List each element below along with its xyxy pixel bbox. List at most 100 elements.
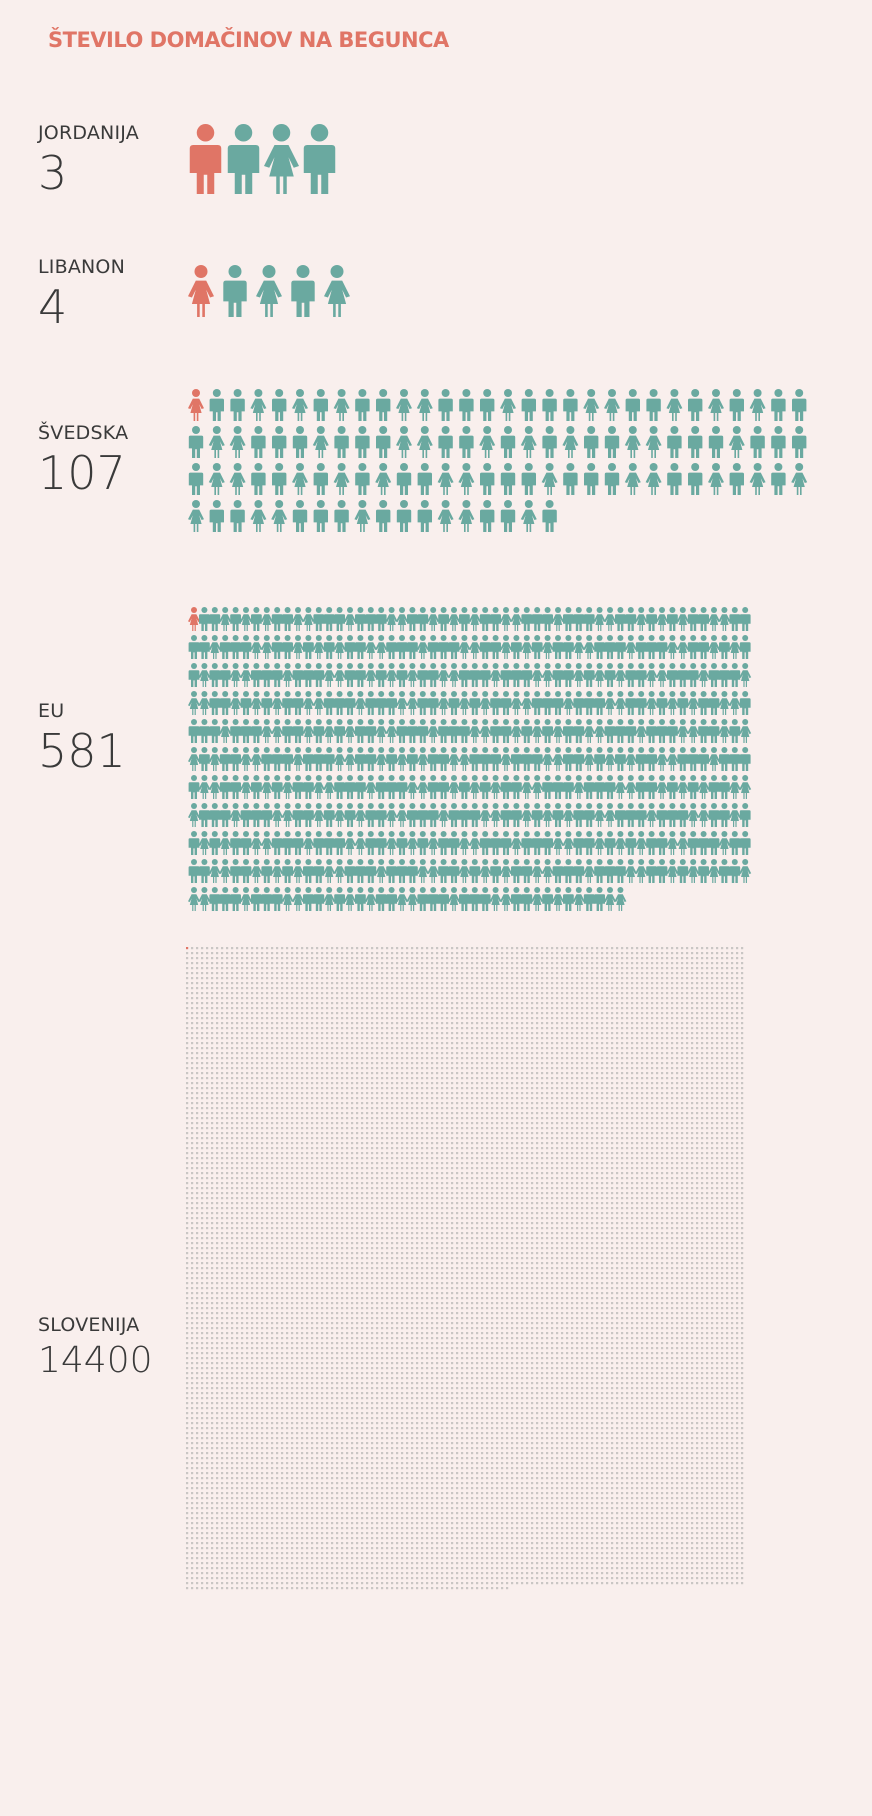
local-dot	[561, 977, 564, 980]
local-dot	[556, 1052, 559, 1055]
local-woman-icon	[427, 859, 440, 883]
local-dot	[426, 957, 429, 960]
local-dot	[341, 1027, 344, 1030]
local-dot	[491, 987, 494, 990]
local-dot	[731, 962, 734, 965]
local-dot	[416, 1127, 419, 1130]
local-man-icon	[240, 719, 252, 743]
local-dot	[471, 1127, 474, 1130]
local-dot	[451, 1007, 454, 1010]
local-dot	[656, 1032, 659, 1035]
local-man-icon	[448, 803, 460, 827]
local-dot	[401, 1007, 404, 1010]
local-dot	[691, 1042, 694, 1045]
local-dot	[631, 1112, 634, 1115]
local-dot	[676, 1012, 679, 1015]
local-dot	[236, 1042, 239, 1045]
local-dot	[601, 947, 604, 950]
local-man-icon	[386, 775, 397, 799]
local-dot	[511, 1092, 514, 1095]
local-woman-icon	[344, 719, 356, 743]
local-dot	[401, 1092, 404, 1095]
local-dot	[666, 1097, 669, 1100]
local-dot	[351, 1022, 354, 1025]
local-dot	[621, 1117, 624, 1120]
local-dot	[381, 1082, 384, 1085]
local-dot	[736, 1072, 739, 1075]
local-dot	[266, 952, 269, 955]
local-dot	[646, 1047, 649, 1050]
local-dot	[226, 1127, 229, 1130]
local-dot	[641, 1012, 644, 1015]
local-man-icon	[344, 663, 356, 687]
local-dot	[266, 1057, 269, 1060]
local-dot	[471, 962, 474, 965]
local-dot	[421, 1082, 424, 1085]
local-dot	[436, 987, 439, 990]
local-dot	[251, 1102, 254, 1105]
local-dot	[576, 1047, 579, 1050]
local-dot	[306, 1112, 309, 1115]
local-dot	[391, 1057, 394, 1060]
local-dot	[226, 1042, 229, 1045]
local-dot	[211, 1092, 214, 1095]
local-dot	[391, 952, 394, 955]
local-dot	[406, 1017, 409, 1020]
local-dot	[396, 1132, 399, 1135]
local-dot	[436, 952, 439, 955]
local-dot	[221, 1137, 224, 1140]
local-dot	[246, 1042, 249, 1045]
local-dot	[561, 1077, 564, 1080]
local-dot	[531, 1107, 534, 1110]
local-woman-icon	[188, 887, 200, 911]
local-dot	[476, 947, 479, 950]
local-dot	[631, 1027, 634, 1030]
local-dot	[651, 1052, 654, 1055]
local-dot	[471, 1122, 474, 1125]
local-dot	[521, 1017, 524, 1020]
local-dot	[281, 1137, 284, 1140]
local-dot	[346, 1082, 349, 1085]
local-dot	[341, 972, 344, 975]
local-dot	[286, 1087, 289, 1090]
local-dot	[211, 1132, 214, 1135]
local-dot	[626, 1052, 629, 1055]
local-dot	[436, 1037, 439, 1040]
local-dot	[221, 1072, 224, 1075]
local-dot	[366, 1047, 369, 1050]
local-dot	[621, 992, 624, 995]
local-dot	[671, 1127, 674, 1130]
local-man-icon	[282, 747, 293, 771]
local-dot	[571, 1107, 574, 1110]
local-dot	[581, 1052, 584, 1055]
local-dot	[511, 1017, 514, 1020]
local-woman-icon	[250, 691, 263, 715]
local-dot	[571, 1102, 574, 1105]
local-dot	[306, 1057, 309, 1060]
local-dot	[191, 1132, 194, 1135]
local-dot	[606, 1047, 609, 1050]
local-man-icon	[271, 607, 283, 631]
local-dot	[361, 947, 364, 950]
local-dot	[691, 947, 694, 950]
local-dot	[231, 1137, 234, 1140]
local-dot	[621, 1122, 624, 1125]
local-dot	[361, 1022, 364, 1025]
local-woman-icon	[510, 607, 523, 631]
local-dot	[281, 1077, 284, 1080]
local-dot	[281, 1087, 284, 1090]
local-dot	[411, 987, 414, 990]
local-dot	[351, 962, 354, 965]
local-dot	[301, 1107, 304, 1110]
row-value-jordanija: 3	[38, 146, 68, 200]
local-dot	[506, 967, 509, 970]
local-dot	[386, 1117, 389, 1120]
local-dot	[676, 982, 679, 985]
local-dot	[296, 1077, 299, 1080]
local-dot	[356, 957, 359, 960]
local-dot	[306, 1132, 309, 1135]
local-dot	[721, 997, 724, 1000]
local-dot	[656, 1057, 659, 1060]
local-dot	[321, 1092, 324, 1095]
local-dot	[706, 1097, 709, 1100]
